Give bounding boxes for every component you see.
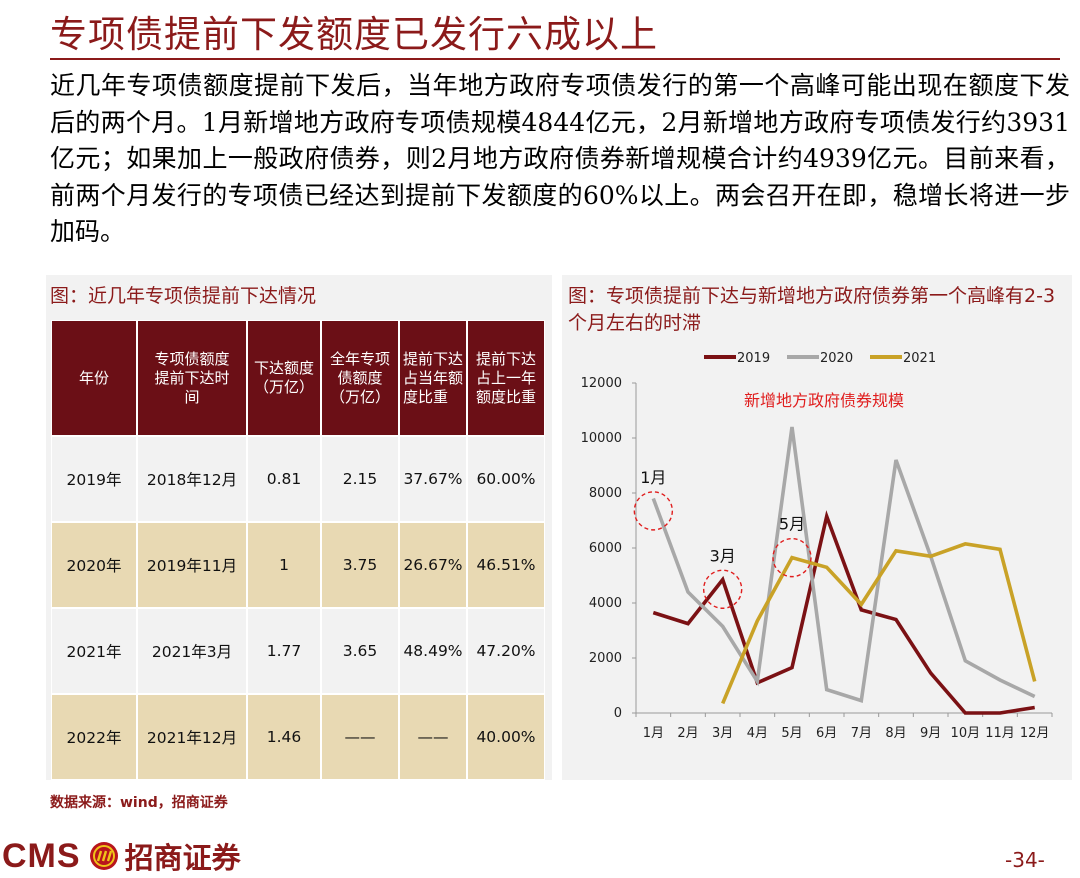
data-source: 数据来源：wind，招商证券 (50, 795, 228, 811)
y-tick-label: 12000 (581, 376, 622, 391)
series-line-2021 (721, 542, 1037, 705)
table-cell: —— (321, 694, 399, 780)
logo-chinese-name: 招商证券 (124, 841, 241, 875)
highlight-circle (772, 537, 812, 578)
logo-emblem-icon (89, 842, 118, 870)
column-header: 提前下达占当年额度比重 (399, 320, 467, 436)
x-tick-label: 8月 (885, 726, 906, 741)
table-cell: 1 (247, 522, 321, 608)
table-row: 2019年 2018年12月 0.81 2.15 37.67% 60.00% (51, 436, 545, 522)
table-cell: 60.00% (467, 436, 545, 522)
logo-text: CMS (2, 836, 81, 875)
table-cell: 2.15 (321, 436, 399, 522)
table-row: 2020年 2019年11月 1 3.75 26.67% 46.51% (51, 522, 545, 608)
table-header-row: 年份 专项债额度提前下达时间 下达额度（万亿） 全年专项债额度（万亿） 提前下达… (51, 320, 545, 436)
x-tick-label: 9月 (920, 726, 941, 741)
company-logo: CMS 招商证券 (2, 836, 241, 876)
body-paragraph: 近几年专项债额度提前下发后，当年地方政府专项债发行的第一个高峰可能出现在额度下发… (50, 71, 1070, 246)
legend-label: 2020 (820, 351, 853, 366)
issuance-table: 年份 专项债额度提前下达时间 下达额度（万亿） 全年专项债额度（万亿） 提前下达… (51, 320, 545, 780)
y-tick-label: 0 (614, 706, 622, 721)
table-cell: 1.77 (247, 608, 321, 694)
table-cell: 2022年 (51, 694, 137, 780)
table-cell: 2021年12月 (137, 694, 247, 780)
page-title: 专项债提前下发额度已发行六成以上 (50, 13, 658, 56)
table-cell: 2021年 (51, 608, 137, 694)
column-header: 年份 (51, 320, 137, 436)
column-header: 专项债额度提前下达时间 (137, 320, 247, 436)
table-cell: 2019年 (51, 436, 137, 522)
x-tick-label: 3月 (712, 726, 733, 741)
table-cell: —— (399, 694, 467, 780)
y-tick-label: 2000 (589, 651, 622, 666)
legend-label: 2021 (903, 351, 936, 366)
highlight-circle (702, 569, 743, 609)
y-tick-label: 8000 (589, 486, 622, 501)
column-header: 下达额度（万亿） (247, 320, 321, 436)
x-tick-label: 7月 (851, 726, 872, 741)
table-caption: 图：近几年专项债提前下达情况 (50, 285, 317, 307)
table-cell: 1.46 (247, 694, 321, 780)
table-cell: 2020年 (51, 522, 137, 608)
highlight-circle (633, 491, 674, 531)
page-number: -34- (1005, 848, 1045, 872)
table-cell: 0.81 (247, 436, 321, 522)
table-row: 2022年 2021年12月 1.46 —— —— 40.00% (51, 694, 545, 780)
series-line-2020 (651, 426, 1036, 703)
x-tick-label: 12月 (1020, 726, 1050, 741)
y-tick-label: 10000 (581, 431, 622, 446)
x-tick-label: 5月 (781, 726, 802, 741)
x-tick-label: 11月 (985, 726, 1015, 741)
circle-label: 1月 (640, 468, 666, 487)
y-tick-label: 4000 (589, 596, 622, 611)
chart-caption: 图：专项债提前下达与新增地方政府债券第一个高峰有2-3个月左右的时滞 (568, 285, 1056, 334)
table-cell: 2021年3月 (137, 608, 247, 694)
table-cell: 47.20% (467, 608, 545, 694)
table-panel: 图：近几年专项债提前下达情况 年份 专项债额度提前下达时间 下达额度（万亿） 全… (46, 275, 552, 780)
x-tick-label: 4月 (747, 726, 768, 741)
x-tick-label: 2月 (677, 726, 698, 741)
series-line-2019 (652, 510, 1035, 715)
title-divider (50, 58, 1060, 60)
table-row: 2021年 2021年3月 1.77 3.65 48.49% 47.20% (51, 608, 545, 694)
y-tick-label: 6000 (589, 541, 622, 556)
table-cell: 48.49% (399, 608, 467, 694)
column-header: 全年专项债额度（万亿） (321, 320, 399, 436)
table-cell: 37.67% (399, 436, 467, 522)
table-cell: 3.75 (321, 522, 399, 608)
legend-label: 2019 (737, 351, 770, 366)
table-cell: 46.51% (467, 522, 545, 608)
chart-panel: 图：专项债提前下达与新增地方政府债券第一个高峰有2-3个月左右的时滞 0 2000… (562, 275, 1072, 780)
x-tick-label: 1月 (643, 726, 664, 741)
x-tick-label: 6月 (816, 726, 837, 741)
table-cell: 3.65 (321, 608, 399, 694)
x-tick-label: 10月 (951, 726, 981, 741)
line-chart: 0 2000 4000 6000 8000 10000 12000 1月 2月 3月 4月 5月 6月 7… (581, 351, 1053, 741)
circle-label: 5月 (779, 515, 805, 534)
table-cell: 2019年11月 (137, 522, 247, 608)
circle-label: 3月 (710, 546, 736, 565)
chart-annotation: 新增地方政府债券规模 (744, 391, 904, 410)
column-header: 提前下达占上一年额度比重 (467, 320, 545, 436)
table-cell: 2018年12月 (137, 436, 247, 522)
table-cell: 26.67% (399, 522, 467, 608)
table-cell: 40.00% (467, 694, 545, 780)
